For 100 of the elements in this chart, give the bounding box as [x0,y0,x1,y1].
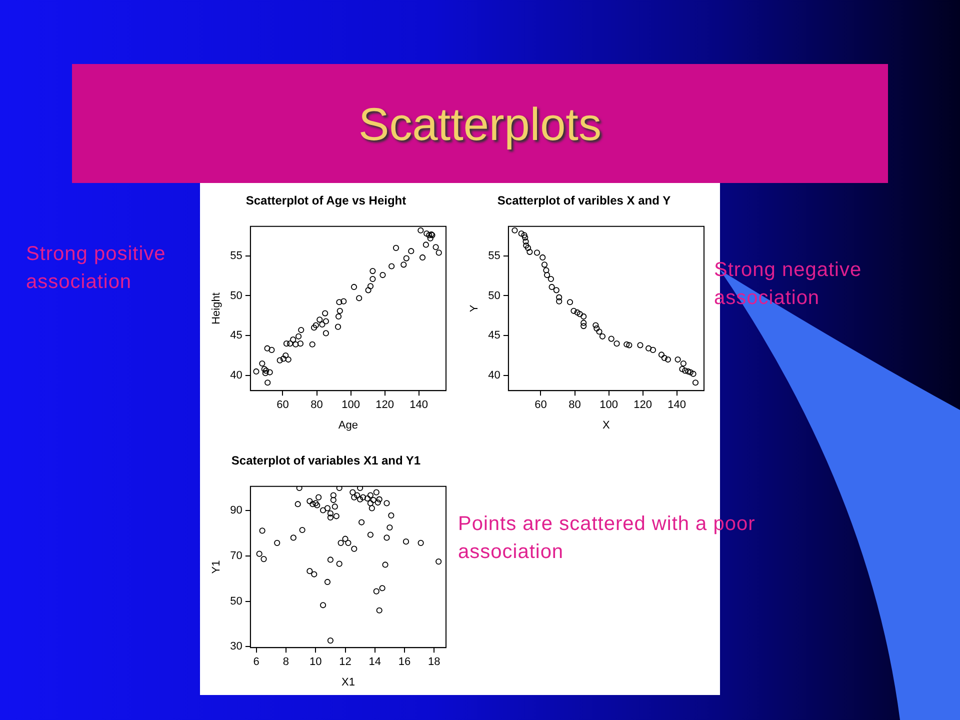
point [376,607,382,614]
point [388,263,395,270]
x-tick-label: 100 [600,399,618,412]
point [319,321,326,328]
point [327,556,334,563]
point [658,352,665,358]
point [357,496,364,502]
x-axis-title: X1 [341,676,355,688]
point [259,360,266,367]
point [518,230,524,237]
point [384,500,390,506]
point [521,232,528,238]
point [322,330,329,336]
x-tick-label: 120 [634,399,652,412]
point [276,357,283,364]
point [316,494,322,500]
point [253,368,260,375]
point [580,322,587,330]
x-tick-label: 8 [282,656,290,668]
point [259,528,266,534]
y-tick-label: 40 [488,369,500,382]
y-tick-label: 45 [230,330,242,342]
x-tick-label: 100 [342,399,360,412]
y-axis-title: Height [210,292,223,324]
point [370,268,376,274]
point [367,492,374,498]
point [338,540,344,546]
point [290,534,296,541]
point [296,486,302,492]
y-tick-label: 50 [230,595,242,608]
point [364,495,371,502]
point [637,342,644,348]
point [280,356,286,362]
point [335,313,342,320]
y-tick-label: 50 [488,290,500,302]
point [432,244,439,250]
point [314,502,320,508]
x-tick-label: 140 [410,399,428,412]
point [376,496,382,502]
y-tick-label: 70 [230,550,242,562]
point [566,299,574,306]
point [320,602,326,608]
point [664,356,671,363]
point [370,276,376,282]
y-tick-label: 40 [230,369,242,382]
point [403,255,410,262]
point [327,510,334,516]
point [356,295,362,302]
point [358,519,365,526]
point [330,496,336,504]
x-tick-label: 14 [368,656,382,668]
point [400,262,407,268]
point [316,316,323,323]
point [306,568,313,574]
point [580,313,587,320]
y-tick-label: 55 [230,250,242,262]
point [522,234,528,241]
point [680,360,686,367]
x-tick-label: 18 [428,656,440,668]
point [256,550,262,557]
point [534,250,540,256]
point [285,356,292,363]
point [324,578,331,586]
point [374,499,381,506]
point [418,540,424,546]
point [334,324,342,330]
point [522,238,529,245]
x-tick-label: 12 [339,656,352,668]
x-tick-label: 60 [276,399,289,412]
x-tick-label: 16 [398,656,411,668]
point [296,333,302,340]
point [392,244,400,251]
point [388,512,394,519]
point [351,494,358,500]
point [332,504,338,510]
point [327,514,334,521]
point [336,308,343,314]
text: Scatterplots [72,64,888,183]
point [264,345,270,352]
y-tick-label: 90 [230,504,242,516]
text: Strong positive association [26,243,166,293]
point [306,498,313,504]
x-tick-label: 80 [568,399,581,412]
point [260,556,267,562]
point [336,560,342,567]
point [596,328,602,335]
x-axis-title: X [602,419,611,432]
point [424,230,430,237]
x-tick-label: 80 [310,399,323,412]
point [380,272,386,278]
point [367,500,374,506]
point [379,585,386,592]
point [283,340,290,347]
point [373,489,380,496]
point [543,267,550,274]
point [330,492,336,498]
point [312,500,319,506]
point [541,262,548,268]
point [679,366,686,372]
point [685,368,692,375]
